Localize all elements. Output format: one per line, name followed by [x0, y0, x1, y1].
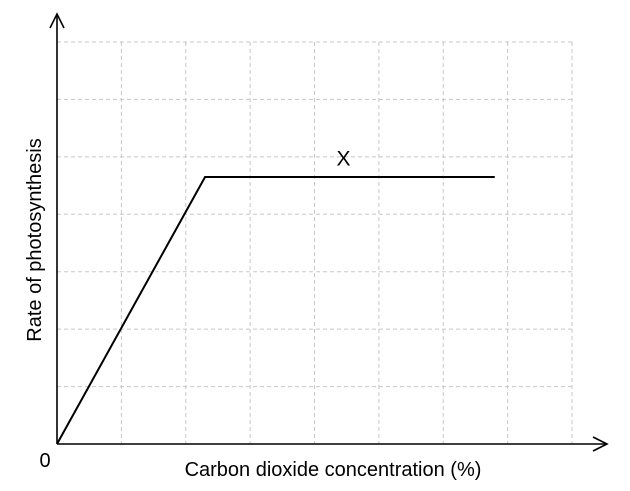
axes [49, 12, 609, 452]
y-axis-arrow [49, 12, 65, 29]
annotation-label: X [336, 147, 350, 170]
x-axis-arrow [592, 436, 609, 452]
series-line-0 [56, 175, 495, 445]
y-axis-label: Rate of photosynthesis [24, 138, 46, 341]
series-group [56, 175, 495, 445]
grid [57, 41, 573, 444]
annotations-group: X [336, 147, 350, 170]
x-axis-label: Carbon dioxide concentration (%) [185, 459, 482, 481]
origin-label: 0 [39, 450, 50, 472]
